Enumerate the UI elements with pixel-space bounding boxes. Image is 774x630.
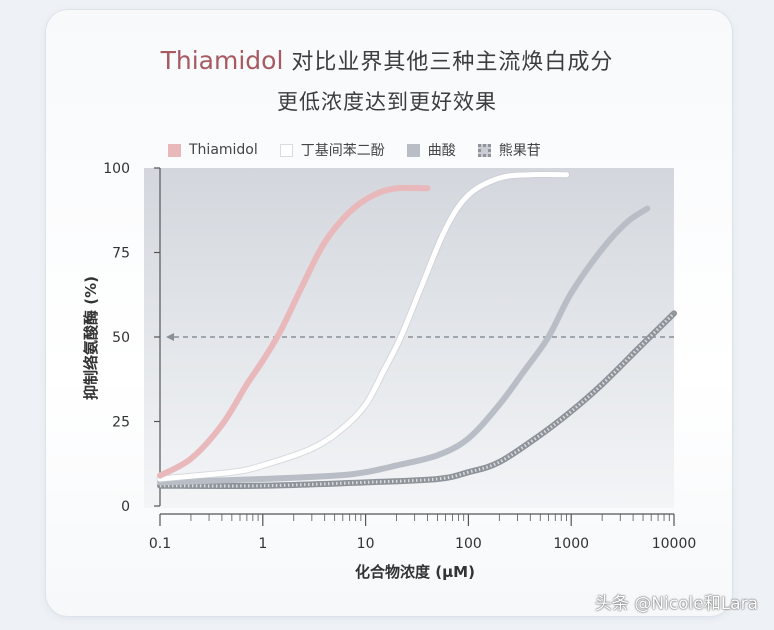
legend-label-butylresorcinol: 丁基间苯二酚: [300, 143, 385, 159]
reference-arrow-head: [166, 333, 174, 341]
watermark: 头条 @Nicole和Lara: [594, 594, 758, 614]
series-line-butylresorcinol: [157, 172, 569, 482]
x-tick-label: 1000: [553, 536, 589, 552]
legend-item-arbutin: 熊果苷: [477, 140, 541, 160]
x-tick-label: 0.1: [149, 536, 171, 552]
legend-swatch-thiamidol: [168, 143, 181, 157]
chart-legend: Thiamidol 丁基间苯二酚 曲酸 熊果苷: [168, 140, 563, 160]
y-tick-label: 100: [103, 161, 130, 177]
series-line-thiamidol: [157, 184, 431, 479]
legend-swatch-butylresorcinol: [279, 143, 293, 157]
legend-item-kojic: 曲酸: [406, 140, 456, 160]
legend-label-arbutin: 熊果苷: [498, 143, 541, 159]
y-tick-label: 75: [112, 246, 130, 262]
y-tick-label: 25: [112, 415, 130, 431]
legend-swatch-arbutin: [477, 143, 491, 157]
chart-title-line2: 更低浓度达到更好效果: [277, 90, 497, 114]
x-axis-label: 化合物浓度 (μM): [355, 563, 475, 581]
legend-label-kojic: 曲酸: [427, 143, 456, 159]
x-tick-label: 1: [258, 536, 267, 552]
series-line-kojic: [157, 205, 651, 486]
brand-name: Thiamidol: [160, 46, 284, 75]
x-tick-label: 100: [455, 536, 482, 552]
series-line-arbutin-base: [157, 310, 677, 489]
legend-swatch-kojic: [406, 143, 420, 157]
y-tick-label: 0: [121, 499, 130, 515]
x-tick-label: 10: [357, 536, 375, 552]
legend-item-thiamidol: Thiamidol: [168, 142, 258, 158]
x-tick-label: 10000: [652, 536, 697, 552]
title-rest: 对比业界其他三种主流焕白成分: [291, 50, 614, 75]
plot-background: [144, 168, 674, 508]
y-tick-label: 50: [112, 330, 130, 346]
legend-item-butylresorcinol: 丁基间苯二酚: [279, 140, 385, 160]
legend-label-thiamidol: Thiamidol: [189, 142, 258, 158]
y-axis-label: 抑制络氨酸酶 (%): [82, 276, 100, 400]
chart-title-line1: Thiamidol 对比业界其他三种主流焕白成分: [0, 44, 774, 76]
